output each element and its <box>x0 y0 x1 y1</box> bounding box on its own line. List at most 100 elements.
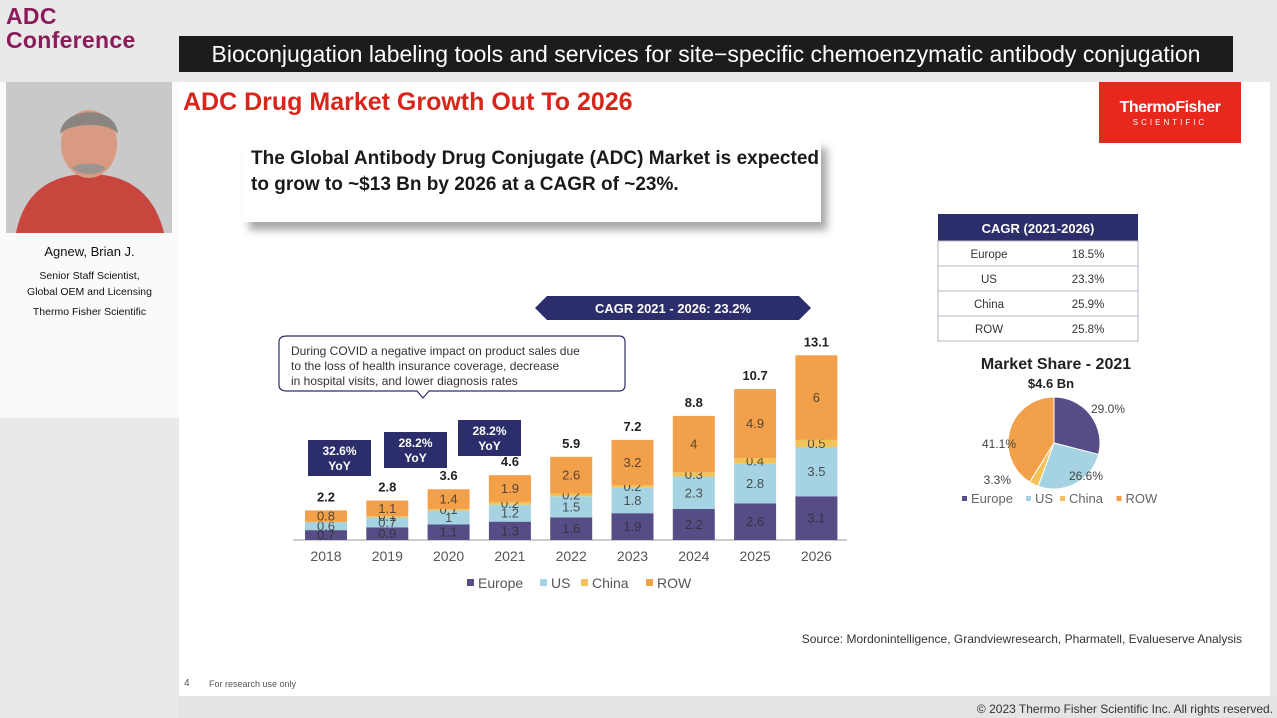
segment-label: 6 <box>813 390 820 405</box>
thermo-fisher-logo: ThermoFisher SCIENTIFIC <box>1099 82 1241 143</box>
legend-label-china: China <box>592 575 629 591</box>
bar-segment-china <box>734 458 777 464</box>
bar-total-label: 2.2 <box>317 489 335 504</box>
legend-swatch-europe <box>467 579 474 586</box>
cagr-table-row <box>937 315 1139 342</box>
cagr-table-region: ROW <box>975 324 1003 336</box>
pie-legend-swatch-row <box>1116 496 1122 501</box>
speaker-role-line1: Senior Staff Scientist, <box>39 270 140 282</box>
speaker-video <box>6 82 172 233</box>
bar-segment-row <box>305 510 347 522</box>
bar-segment-europe <box>305 530 347 540</box>
bar-segment-row <box>488 475 531 502</box>
annotation-text-line: in hospital visits, and lower diagnosis … <box>291 374 518 388</box>
speaker-role-line2: Global OEM and Licensing <box>27 286 152 298</box>
segment-label: 0.7 <box>378 515 396 530</box>
pie-legend-swatch-us <box>1026 496 1031 501</box>
stacked-bar-chart: 0.70.60.82.220180.90.70.11.12.820191.110… <box>278 296 847 591</box>
bar-segment-europe <box>550 517 593 540</box>
bar-segment-us <box>488 504 531 522</box>
pie-slice-label: 3.3% <box>984 473 1012 487</box>
x-tick-label: 2023 <box>617 548 648 564</box>
footer-note: For research use only <box>209 679 297 689</box>
annotation-callout <box>278 335 626 399</box>
yoy-box <box>458 420 521 456</box>
bar-segment-us <box>795 446 838 497</box>
bar-segment-us <box>366 517 409 528</box>
cagr-table-value: 23.3% <box>1072 274 1105 286</box>
pie-subtitle: $4.6 Bn <box>1028 376 1074 391</box>
bar-total-label: 4.6 <box>501 454 519 469</box>
pie-slice-us <box>1037 442 1100 490</box>
bar-segment-us <box>427 510 470 525</box>
bar-segment-us <box>305 521 347 531</box>
segment-label: 4 <box>690 437 697 452</box>
legend-label-row: ROW <box>657 575 692 591</box>
pie-slice-label: 26.6% <box>1069 469 1103 483</box>
bar-segment-us <box>672 476 715 509</box>
segment-label: 2.2 <box>685 517 703 532</box>
speaker-panel: Agnew, Brian J. Senior Staff Scientist, … <box>0 82 179 418</box>
yoy-box <box>308 440 371 476</box>
slide-title: ADC Drug Market Growth Out To 2026 <box>183 88 633 116</box>
cagr-and-pie-panel: CAGR (2021-2026) Europe 18.5% US 23.3% China 2… <box>937 214 1159 506</box>
segment-label: 1 <box>445 510 452 525</box>
bar-total-label: 2.8 <box>378 480 396 495</box>
headline-box: The Global Antibody Drug Conjugate (ADC)… <box>243 140 821 222</box>
segment-label: 0.9 <box>378 526 396 541</box>
segment-label: 3.5 <box>807 464 825 479</box>
segment-label: 1.3 <box>501 523 519 538</box>
segment-label: 1.4 <box>440 492 458 507</box>
segment-label: 1.9 <box>623 519 641 534</box>
copyright: © 2023 Thermo Fisher Scientific Inc. All… <box>976 702 1273 716</box>
annotation-text-line: During COVID a negative impact on produc… <box>291 344 580 358</box>
segment-label: 2.3 <box>685 485 703 500</box>
bar-segment-china <box>488 501 531 505</box>
segment-label: 1.9 <box>501 481 519 496</box>
yoy-box-label: YoY <box>404 451 426 465</box>
bar-segment-us <box>611 487 654 514</box>
segment-label: 1.1 <box>378 501 396 516</box>
bar-segment-china <box>305 521 347 523</box>
bar-total-label: 8.8 <box>685 395 703 410</box>
bar-segment-europe <box>366 527 409 540</box>
yoy-box <box>384 432 447 468</box>
cagr-table-region: Europe <box>970 249 1007 261</box>
x-tick-label: 2020 <box>433 548 464 564</box>
bar-segment-row <box>611 439 654 486</box>
bar-segment-us <box>734 463 777 504</box>
bar-segment-us <box>550 496 593 518</box>
bar-segment-china <box>611 485 654 488</box>
bar-segment-china <box>672 472 715 477</box>
bar-segment-china <box>427 508 470 511</box>
pie-slice-europe <box>1053 396 1101 456</box>
cagr-table-header <box>938 214 1138 241</box>
pie-legend-label-row: ROW <box>1126 491 1159 506</box>
segment-label: 3.1 <box>807 511 825 526</box>
speaker-name: Agnew, Brian J. <box>44 244 135 259</box>
bar-segment-row <box>550 456 593 494</box>
pie-slice-row <box>1007 396 1055 483</box>
bar-segment-europe <box>427 524 470 540</box>
segment-label: 1.8 <box>623 493 641 508</box>
segment-label: 2.8 <box>746 476 764 491</box>
cagr-banner <box>535 296 811 320</box>
bar-total-label: 7.2 <box>623 419 641 434</box>
segment-label: 3.2 <box>623 455 641 470</box>
segment-label: 1.2 <box>501 506 519 521</box>
bar-segment-row <box>795 355 838 440</box>
cagr-table-row <box>937 240 1139 267</box>
bar-segment-china <box>550 493 593 497</box>
legend-swatch-us <box>540 579 547 586</box>
yoy-box-label: YoY <box>478 439 500 453</box>
pie-legend-swatch-europe <box>962 496 967 501</box>
cagr-table-title: CAGR (2021-2026) <box>982 221 1095 236</box>
conference-logo: ADC Conference <box>6 4 136 52</box>
slide: ADC Drug Market Growth Out To 2026 Therm… <box>179 82 1270 696</box>
pie-legend-label-china: China <box>1069 491 1104 506</box>
logo-line2: SCIENTIFIC <box>1132 118 1208 127</box>
bar-segment-china <box>795 439 838 447</box>
cagr-table-value: 25.8% <box>1072 324 1105 336</box>
bar-segment-row <box>734 389 777 459</box>
x-tick-label: 2018 <box>310 548 341 564</box>
